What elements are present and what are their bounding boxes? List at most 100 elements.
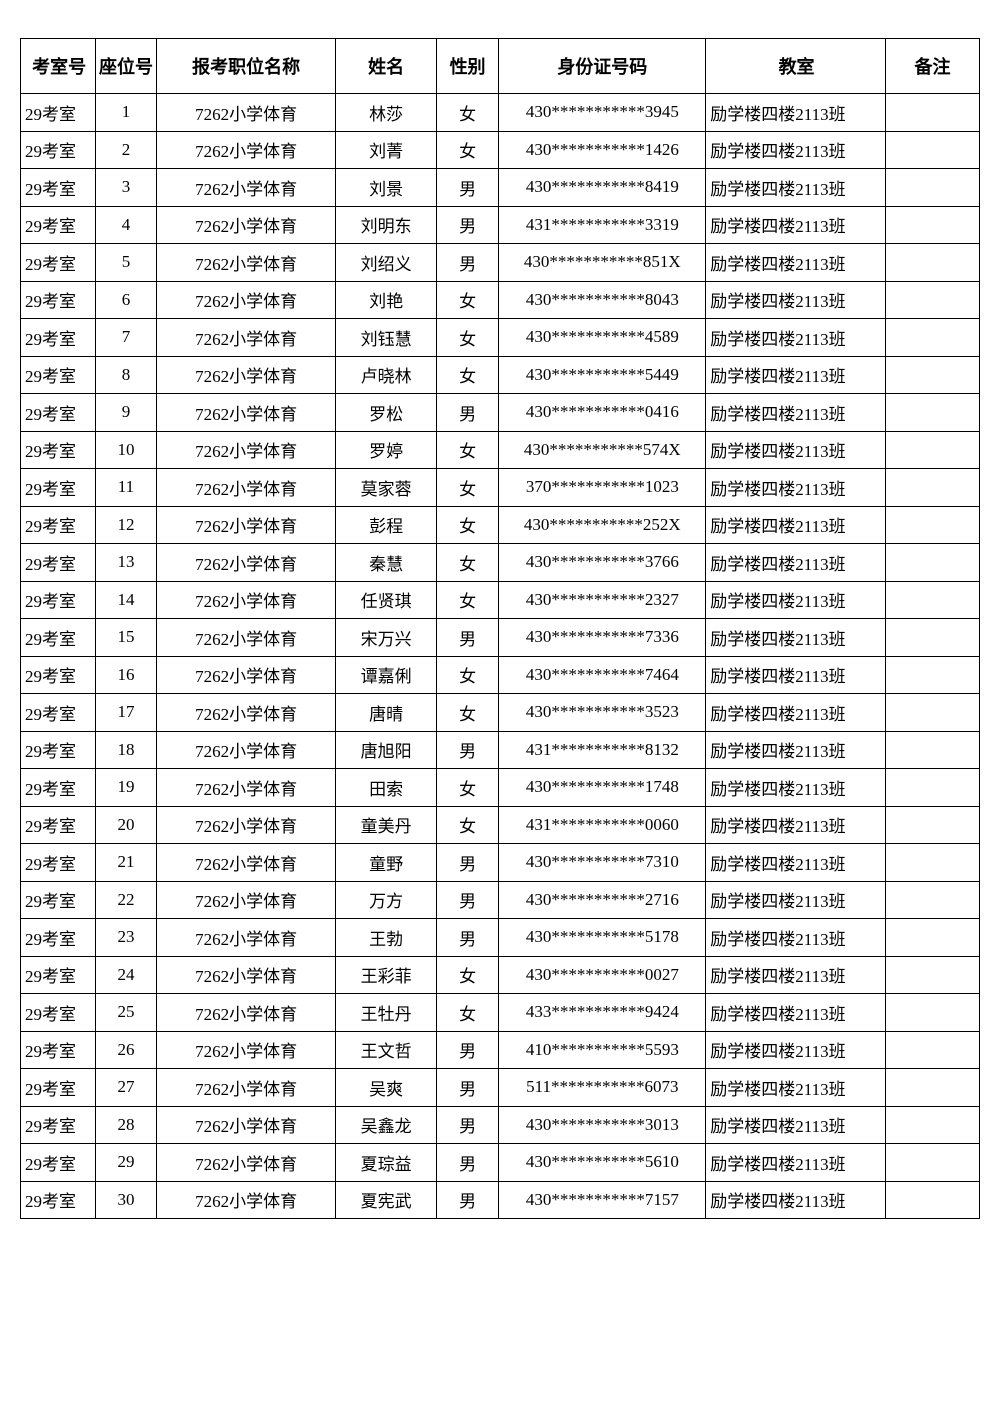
cell-id: 430***********2716 bbox=[499, 881, 706, 919]
cell-id: 430***********8043 bbox=[499, 281, 706, 319]
cell-gender: 女 bbox=[436, 581, 499, 619]
cell-remark bbox=[885, 206, 979, 244]
table-header: 考室号座位号报考职位名称姓名性别身份证号码教室备注 bbox=[21, 39, 980, 94]
cell-remark bbox=[885, 169, 979, 207]
cell-name: 刘菁 bbox=[336, 131, 436, 169]
cell-gender: 男 bbox=[436, 244, 499, 282]
cell-remark bbox=[885, 731, 979, 769]
cell-position: 7262小学体育 bbox=[156, 169, 336, 207]
cell-position: 7262小学体育 bbox=[156, 581, 336, 619]
header-name: 姓名 bbox=[336, 39, 436, 94]
table-row: 29考室27262小学体育刘菁女430***********1426励学楼四楼2… bbox=[21, 131, 980, 169]
table-row: 29考室157262小学体育宋万兴男430***********7336励学楼四… bbox=[21, 619, 980, 657]
table-row: 29考室267262小学体育王文哲男410***********5593励学楼四… bbox=[21, 1031, 980, 1069]
cell-remark bbox=[885, 919, 979, 957]
cell-seat: 9 bbox=[96, 394, 157, 432]
cell-room: 29考室 bbox=[21, 694, 96, 732]
cell-classroom: 励学楼四楼2113班 bbox=[706, 356, 886, 394]
cell-room: 29考室 bbox=[21, 431, 96, 469]
cell-id: 430***********5178 bbox=[499, 919, 706, 957]
cell-room: 29考室 bbox=[21, 581, 96, 619]
cell-id: 511***********6073 bbox=[499, 1069, 706, 1107]
cell-name: 刘绍义 bbox=[336, 244, 436, 282]
cell-position: 7262小学体育 bbox=[156, 206, 336, 244]
cell-seat: 5 bbox=[96, 244, 157, 282]
table-row: 29考室227262小学体育万方男430***********2716励学楼四楼… bbox=[21, 881, 980, 919]
cell-room: 29考室 bbox=[21, 1106, 96, 1144]
cell-remark bbox=[885, 356, 979, 394]
cell-id: 410***********5593 bbox=[499, 1031, 706, 1069]
cell-classroom: 励学楼四楼2113班 bbox=[706, 1031, 886, 1069]
cell-remark bbox=[885, 806, 979, 844]
cell-name: 吴鑫龙 bbox=[336, 1106, 436, 1144]
cell-room: 29考室 bbox=[21, 1031, 96, 1069]
cell-position: 7262小学体育 bbox=[156, 469, 336, 507]
cell-seat: 23 bbox=[96, 919, 157, 957]
cell-id: 431***********0060 bbox=[499, 806, 706, 844]
cell-name: 罗婷 bbox=[336, 431, 436, 469]
cell-seat: 14 bbox=[96, 581, 157, 619]
table-row: 29考室67262小学体育刘艳女430***********8043励学楼四楼2… bbox=[21, 281, 980, 319]
table-row: 29考室247262小学体育王彩菲女430***********0027励学楼四… bbox=[21, 956, 980, 994]
cell-name: 秦慧 bbox=[336, 544, 436, 582]
cell-seat: 16 bbox=[96, 656, 157, 694]
cell-remark bbox=[885, 656, 979, 694]
cell-classroom: 励学楼四楼2113班 bbox=[706, 431, 886, 469]
cell-remark bbox=[885, 844, 979, 882]
cell-remark bbox=[885, 1106, 979, 1144]
cell-classroom: 励学楼四楼2113班 bbox=[706, 581, 886, 619]
cell-position: 7262小学体育 bbox=[156, 919, 336, 957]
table-row: 29考室77262小学体育刘钰慧女430***********4589励学楼四楼… bbox=[21, 319, 980, 357]
cell-remark bbox=[885, 281, 979, 319]
cell-gender: 男 bbox=[436, 1031, 499, 1069]
cell-seat: 2 bbox=[96, 131, 157, 169]
cell-seat: 19 bbox=[96, 769, 157, 807]
table-row: 29考室137262小学体育秦慧女430***********3766励学楼四楼… bbox=[21, 544, 980, 582]
cell-name: 王勃 bbox=[336, 919, 436, 957]
table-row: 29考室307262小学体育夏宪武男430***********7157励学楼四… bbox=[21, 1181, 980, 1219]
cell-room: 29考室 bbox=[21, 994, 96, 1032]
cell-room: 29考室 bbox=[21, 394, 96, 432]
cell-name: 王彩菲 bbox=[336, 956, 436, 994]
cell-seat: 13 bbox=[96, 544, 157, 582]
cell-gender: 女 bbox=[436, 994, 499, 1032]
table-row: 29考室117262小学体育莫家蓉女370***********1023励学楼四… bbox=[21, 469, 980, 507]
header-classroom: 教室 bbox=[706, 39, 886, 94]
cell-name: 万方 bbox=[336, 881, 436, 919]
header-seat: 座位号 bbox=[96, 39, 157, 94]
cell-id: 430***********4589 bbox=[499, 319, 706, 357]
cell-remark bbox=[885, 881, 979, 919]
cell-remark bbox=[885, 431, 979, 469]
cell-room: 29考室 bbox=[21, 769, 96, 807]
cell-gender: 女 bbox=[436, 806, 499, 844]
cell-classroom: 励学楼四楼2113班 bbox=[706, 994, 886, 1032]
cell-remark bbox=[885, 319, 979, 357]
cell-position: 7262小学体育 bbox=[156, 656, 336, 694]
cell-gender: 男 bbox=[436, 1106, 499, 1144]
cell-id: 431***********3319 bbox=[499, 206, 706, 244]
cell-seat: 26 bbox=[96, 1031, 157, 1069]
cell-id: 430***********0027 bbox=[499, 956, 706, 994]
cell-classroom: 励学楼四楼2113班 bbox=[706, 694, 886, 732]
cell-name: 彭程 bbox=[336, 506, 436, 544]
cell-id: 430***********7336 bbox=[499, 619, 706, 657]
table-row: 29考室37262小学体育刘景男430***********8419励学楼四楼2… bbox=[21, 169, 980, 207]
header-room: 考室号 bbox=[21, 39, 96, 94]
cell-gender: 男 bbox=[436, 206, 499, 244]
cell-classroom: 励学楼四楼2113班 bbox=[706, 94, 886, 132]
cell-seat: 7 bbox=[96, 319, 157, 357]
cell-seat: 18 bbox=[96, 731, 157, 769]
cell-position: 7262小学体育 bbox=[156, 1181, 336, 1219]
cell-name: 谭嘉俐 bbox=[336, 656, 436, 694]
cell-classroom: 励学楼四楼2113班 bbox=[706, 281, 886, 319]
cell-remark bbox=[885, 544, 979, 582]
cell-position: 7262小学体育 bbox=[156, 431, 336, 469]
cell-gender: 男 bbox=[436, 169, 499, 207]
cell-room: 29考室 bbox=[21, 806, 96, 844]
cell-seat: 6 bbox=[96, 281, 157, 319]
cell-classroom: 励学楼四楼2113班 bbox=[706, 131, 886, 169]
cell-seat: 10 bbox=[96, 431, 157, 469]
cell-room: 29考室 bbox=[21, 356, 96, 394]
cell-room: 29考室 bbox=[21, 919, 96, 957]
cell-position: 7262小学体育 bbox=[156, 244, 336, 282]
